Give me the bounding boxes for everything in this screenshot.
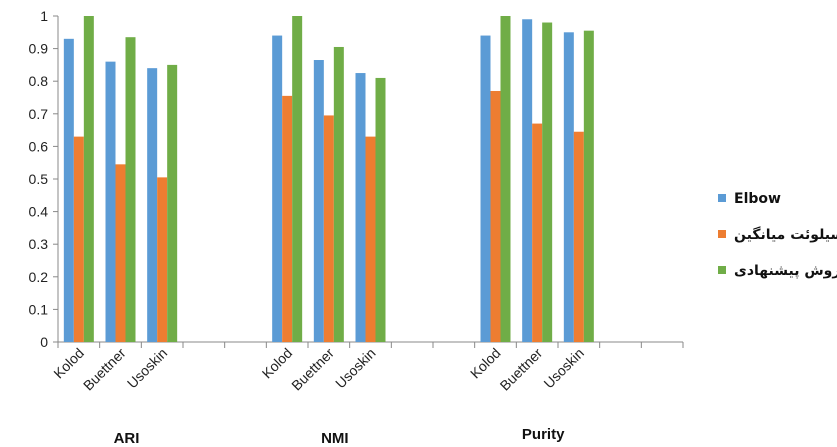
bar-3-2-1 [542,22,553,343]
bar-2-0-1 [115,164,126,342]
bar-2-2-1 [532,123,543,342]
bar-3-1-0 [292,16,303,342]
bar-2-0-0 [73,136,84,342]
y-tick-label: 0.6 [29,138,49,154]
legend-swatch [718,266,726,274]
bar-2-1-0 [282,95,293,343]
axes: 0 0.1 0.2 0.3 0.4 0.5 0.6 0.7 0.8 0.9 1 [29,8,684,350]
bar-3-0-1 [125,37,136,342]
bar-1-2-2 [563,32,574,343]
bar-3-2-0 [500,16,511,342]
bar-1-1-1 [313,60,324,342]
category-label: Kolod [259,345,296,382]
y-tick-label: 0 [40,334,48,350]
y-tick-label: 1 [40,8,48,24]
y-tick-label: 0.4 [29,204,49,220]
bar-3-1-1 [333,46,344,342]
bar-1-2-0 [480,35,491,343]
group-label: ARI [114,430,140,447]
category-label: Kolod [50,345,87,382]
bars [63,16,594,343]
bar-1-1-0 [272,35,283,343]
bar-2-2-2 [573,131,584,342]
bar-3-1-2 [375,77,386,342]
category-label: Usoskin [124,345,171,392]
bar-3-0-2 [167,64,178,343]
group-label: NMI [321,430,349,447]
category-label: Buettner [80,345,129,394]
category-label: Usoskin [540,345,587,392]
bar-2-0-2 [157,177,168,342]
category-label: Usoskin [332,345,379,392]
bar-2-1-2 [365,136,376,342]
legend-swatch [718,194,726,202]
y-tick-label: 0.2 [29,269,49,285]
legend-swatch [718,230,726,238]
legend: Elbow سیلوئت میانگین روش پیشنهادی [718,191,837,279]
bar-3-0-0 [83,16,94,342]
bar-1-1-2 [355,73,366,343]
category-label: Kolod [467,345,504,382]
category-label: Buettner [497,345,546,394]
legend-label: Elbow [734,191,781,207]
y-tick-label: 0.5 [29,171,49,187]
legend-label: روش پیشنهادی [734,263,837,279]
y-tick-label: 0.7 [29,106,49,122]
y-tick-label: 0.3 [29,236,49,252]
bar-2-1-1 [323,115,334,343]
bar-1-0-2 [147,68,158,342]
labels: KolodBuettnerUsoskinARIKolodBuettnerUsos… [50,345,587,447]
bar-1-0-0 [63,38,74,342]
group-label: Purity [522,426,565,443]
bar-2-2-0 [490,90,501,342]
y-tick-label: 0.1 [29,301,49,317]
bar-1-2-1 [522,19,533,342]
legend-label: سیلوئت میانگین [734,226,837,243]
y-tick-label: 0.8 [29,73,49,89]
y-tick-label: 0.9 [29,41,49,57]
bar-3-2-2 [583,30,594,342]
category-label: Buettner [288,345,337,394]
bar-1-0-1 [105,61,116,342]
